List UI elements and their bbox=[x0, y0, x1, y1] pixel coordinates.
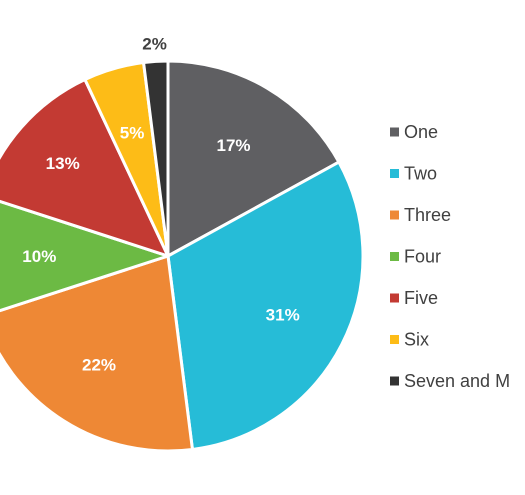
legend-label: Three bbox=[404, 205, 451, 225]
data-label-seven-and-m: 2% bbox=[142, 34, 167, 53]
legend-swatch bbox=[390, 127, 399, 137]
legend-item-seven-and-m: Seven and M bbox=[390, 371, 510, 391]
legend-label: Four bbox=[404, 247, 441, 267]
legend: One Two Three Four Five Six Seven and M bbox=[390, 122, 510, 391]
pie-slice-four bbox=[0, 199, 170, 313]
data-label-two: 31% bbox=[266, 305, 300, 324]
data-label-four: 10% bbox=[22, 247, 56, 266]
legend-item-two: Two bbox=[390, 164, 437, 184]
data-label-one: 17% bbox=[216, 136, 250, 155]
legend-swatch bbox=[390, 293, 399, 303]
legend-item-five: Five bbox=[390, 288, 438, 308]
pie-slices bbox=[0, 59, 365, 453]
legend-swatch bbox=[390, 376, 399, 386]
legend-label: One bbox=[404, 122, 438, 142]
pie-slice-three bbox=[0, 254, 194, 453]
legend-label: Five bbox=[404, 288, 438, 308]
pie-slice-seven-and-m bbox=[142, 59, 170, 258]
legend-swatch bbox=[390, 252, 399, 261]
pie-slice-five bbox=[0, 78, 170, 258]
legend-swatch bbox=[390, 335, 399, 344]
data-label-three: 22% bbox=[82, 356, 116, 375]
legend-item-six: Six bbox=[390, 330, 429, 350]
pie-slice-two bbox=[166, 160, 365, 451]
legend-label: Two bbox=[404, 164, 437, 184]
legend-label: Seven and M bbox=[404, 371, 510, 391]
legend-item-three: Three bbox=[390, 205, 451, 225]
pie-slice-one bbox=[166, 59, 341, 258]
legend-swatch bbox=[390, 210, 399, 220]
legend-item-one: One bbox=[390, 122, 438, 142]
legend-swatch bbox=[390, 169, 399, 178]
legend-item-four: Four bbox=[390, 247, 441, 267]
data-label-six: 5% bbox=[120, 123, 145, 142]
data-label-five: 13% bbox=[46, 154, 80, 173]
legend-label: Six bbox=[404, 330, 429, 350]
pie-data-labels: 17% 31% 22% 10% 13% 5% 2% bbox=[22, 34, 299, 374]
